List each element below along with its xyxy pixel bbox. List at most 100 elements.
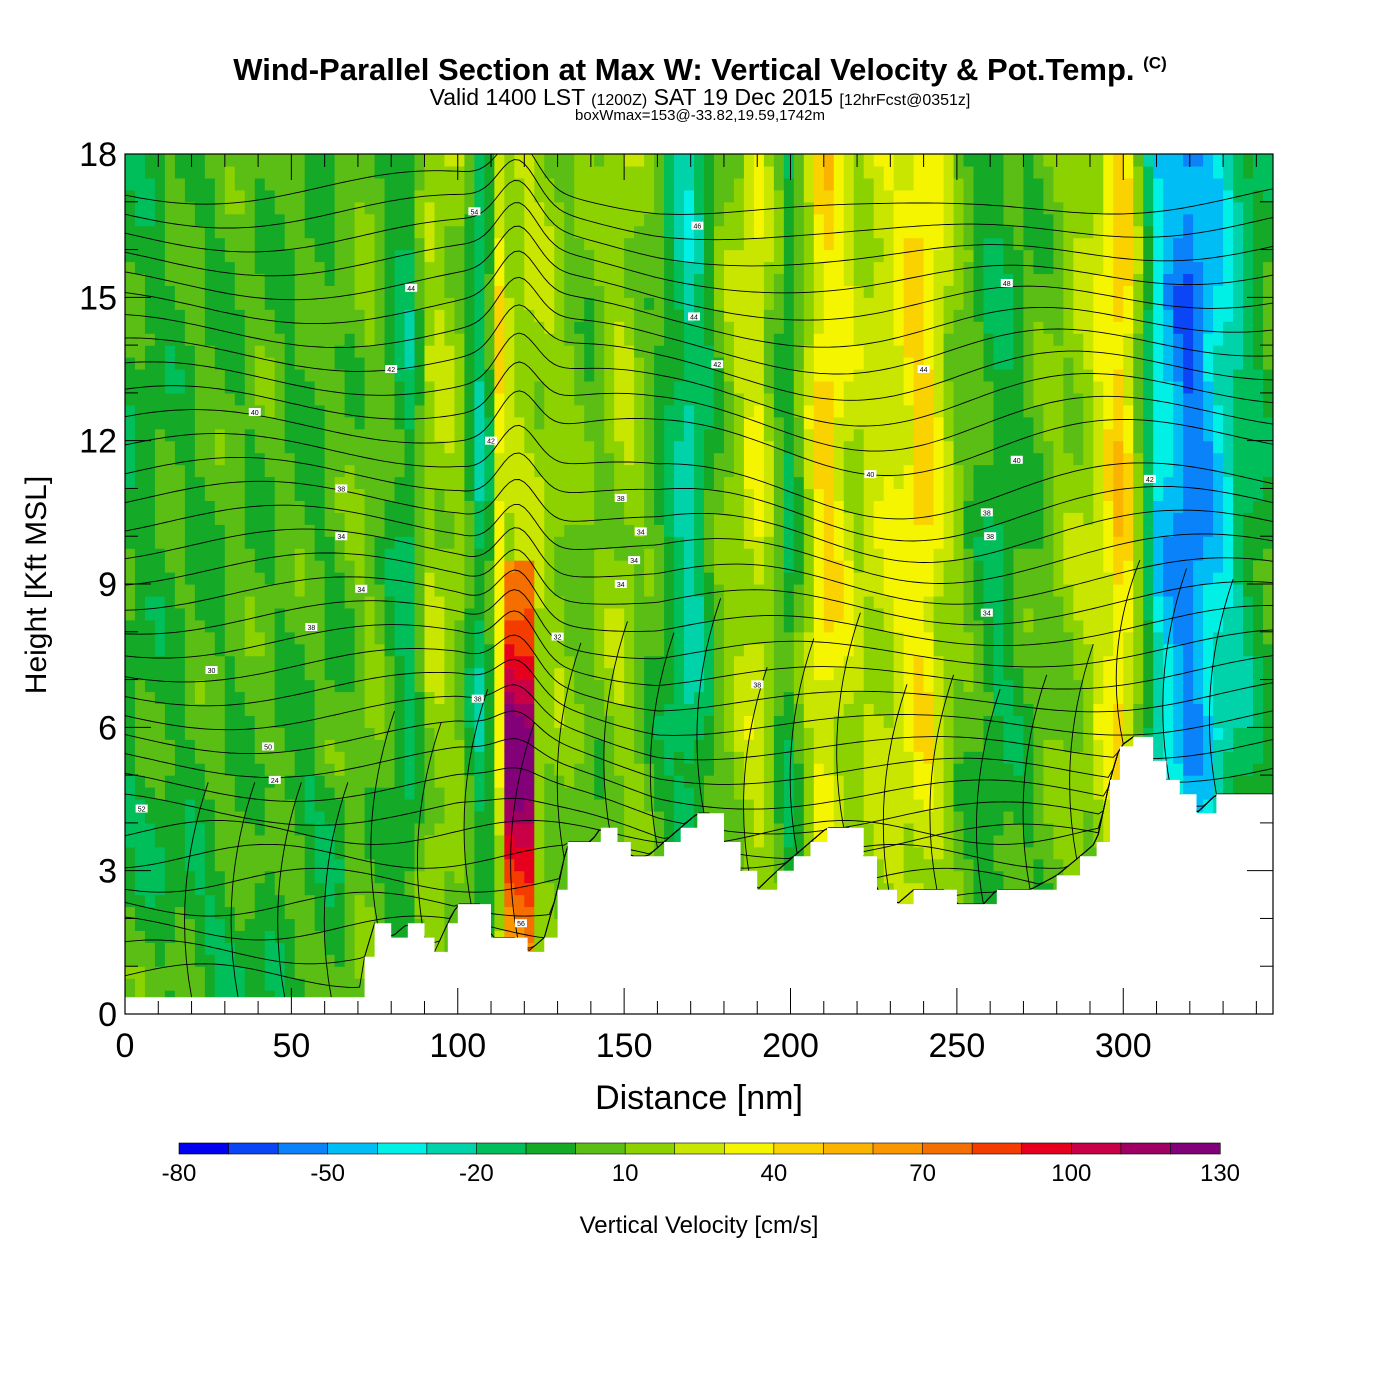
field-cell <box>464 727 475 740</box>
field-cell <box>723 548 735 561</box>
field-cell <box>324 810 336 824</box>
field-cell <box>284 679 296 693</box>
field-cell <box>723 512 735 525</box>
field-cell <box>703 177 715 191</box>
field-cell <box>284 572 296 585</box>
field-cell <box>194 285 206 298</box>
field-cell <box>743 536 755 549</box>
field-cell <box>364 237 376 251</box>
field-cell <box>664 285 675 298</box>
field-cell <box>144 380 156 394</box>
field-cell <box>274 440 286 454</box>
field-cell <box>174 369 186 382</box>
field-cell <box>424 930 436 943</box>
field-cell <box>574 333 585 346</box>
field-cell <box>803 560 815 573</box>
field-cell <box>144 500 156 513</box>
field-cell <box>384 369 396 382</box>
field-cell <box>544 584 555 597</box>
field-cell <box>514 225 525 239</box>
field-cell <box>394 309 406 322</box>
field-cell <box>624 464 635 478</box>
field-cell <box>144 655 156 669</box>
field-cell <box>125 954 136 967</box>
field-cell <box>753 297 765 310</box>
field-cell <box>174 978 186 991</box>
field-cell <box>624 488 635 501</box>
field-cell <box>773 357 785 370</box>
field-cell <box>584 369 595 382</box>
field-cell <box>644 404 655 418</box>
field-cell <box>144 739 156 752</box>
field-cell <box>733 380 745 394</box>
field-cell <box>544 524 555 537</box>
field-cell <box>274 643 286 657</box>
field-cell <box>134 476 146 490</box>
field-cell <box>334 822 346 836</box>
field-cell <box>344 309 356 322</box>
field-cell <box>294 584 306 597</box>
field-cell <box>214 512 226 525</box>
field-cell <box>304 488 316 501</box>
field-cell <box>244 189 256 203</box>
field-cell <box>304 464 316 478</box>
field-cell <box>364 727 376 740</box>
field-cell <box>454 584 466 597</box>
field-cell <box>743 607 755 621</box>
field-cell <box>154 165 166 179</box>
field-cell <box>803 572 815 585</box>
field-cell <box>294 309 306 322</box>
field-cell <box>444 165 456 179</box>
field-cell <box>454 297 466 310</box>
field-cell <box>214 154 226 167</box>
field-cell <box>753 667 765 681</box>
field-cell <box>304 954 316 967</box>
field-cell <box>214 607 226 621</box>
field-cell <box>354 643 366 657</box>
field-cell <box>494 787 505 800</box>
field-cell <box>324 834 336 848</box>
field-cell <box>634 500 645 513</box>
field-cell <box>144 763 156 776</box>
field-cell <box>254 787 266 800</box>
field-cell <box>634 631 645 645</box>
field-cell <box>414 357 426 370</box>
field-cell <box>214 715 226 728</box>
field-cell <box>634 440 645 454</box>
field-cell <box>554 858 565 872</box>
field-cell <box>594 189 605 203</box>
field-cell <box>144 512 156 525</box>
field-cell <box>514 595 525 609</box>
field-cell <box>524 799 535 812</box>
field-cell <box>394 285 406 298</box>
field-cell <box>763 595 775 609</box>
field-cell <box>274 679 286 693</box>
field-cell <box>594 763 605 776</box>
field-cell <box>574 237 585 251</box>
field-cell <box>144 787 156 800</box>
field-cell <box>504 512 515 525</box>
field-cell <box>474 249 485 263</box>
field-cell <box>154 261 166 275</box>
field-cell <box>783 154 795 167</box>
field-cell <box>534 428 545 442</box>
field-cell <box>783 619 795 633</box>
field-cell <box>125 727 136 740</box>
field-cell <box>194 237 206 251</box>
field-cell <box>604 261 615 275</box>
field-cell <box>494 476 505 490</box>
field-cell <box>264 476 276 490</box>
field-cell <box>763 213 775 227</box>
field-cell <box>504 237 515 251</box>
field-cell <box>144 333 156 346</box>
field-cell <box>524 536 535 549</box>
field-cell <box>194 524 206 537</box>
field-cell <box>324 918 336 931</box>
field-cell <box>444 285 456 298</box>
field-cell <box>444 679 456 693</box>
field-cell <box>504 452 515 466</box>
field-cell <box>144 834 156 848</box>
field-cell <box>743 404 755 418</box>
field-cell <box>414 751 426 764</box>
field-cell <box>414 297 426 310</box>
